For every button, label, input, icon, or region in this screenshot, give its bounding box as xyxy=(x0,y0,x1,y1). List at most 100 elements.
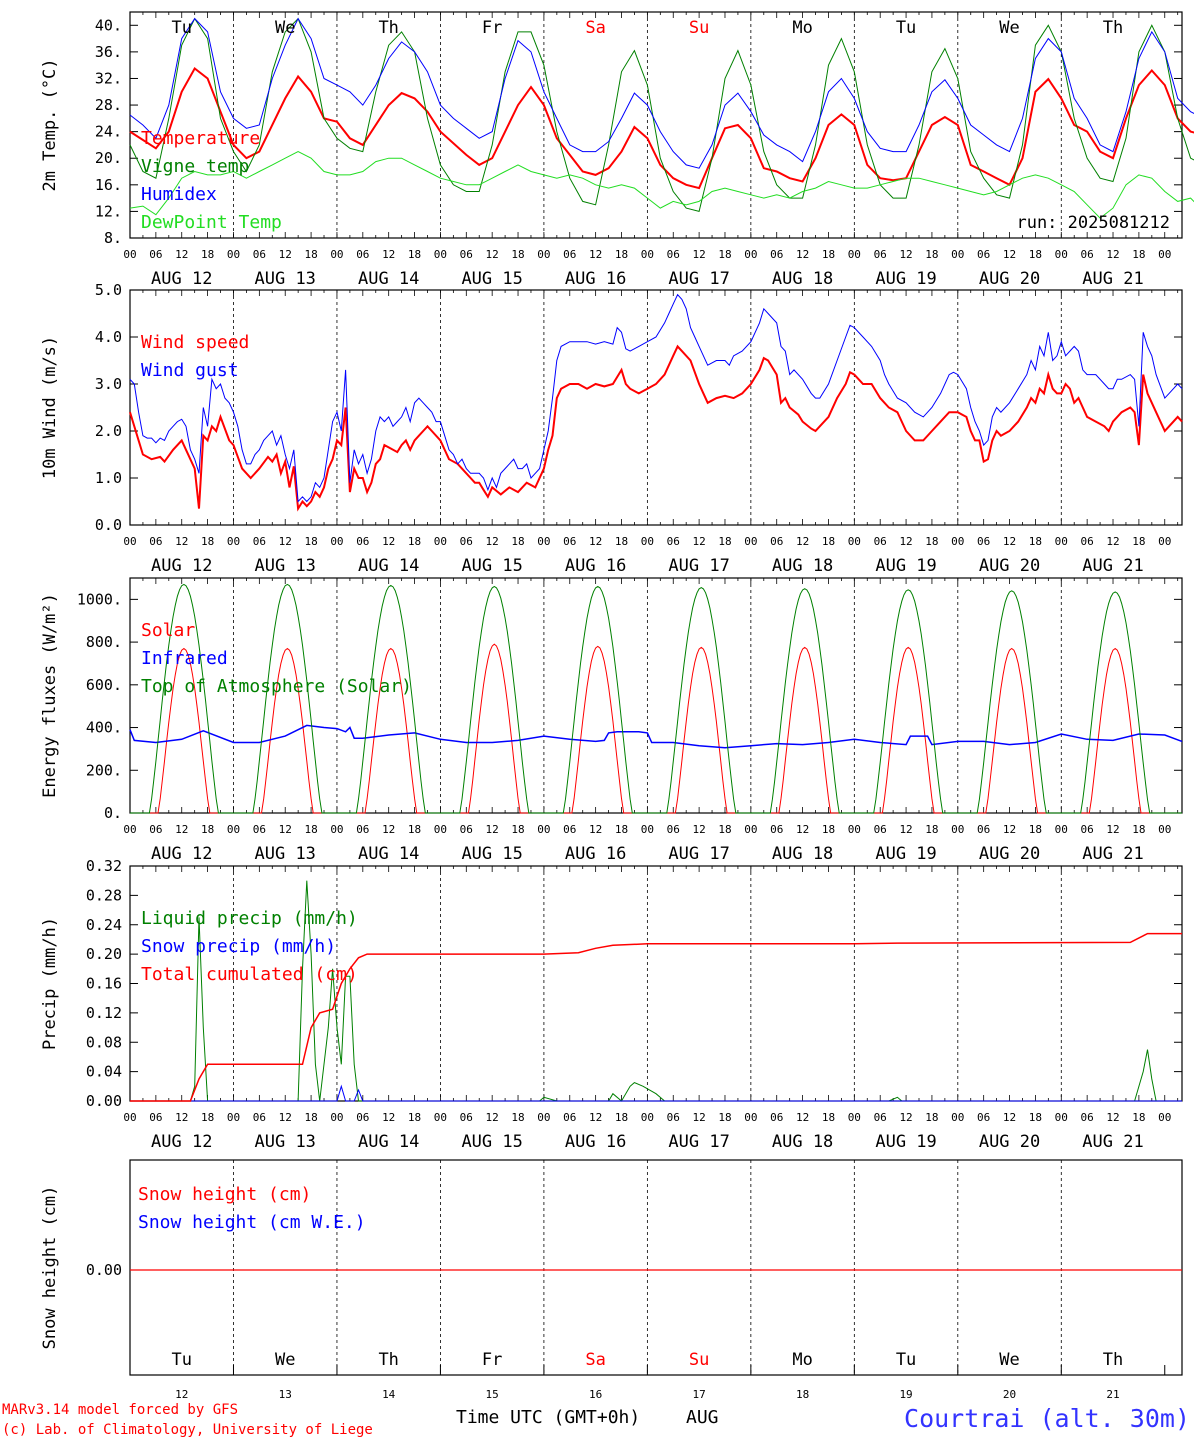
hour-tick-label: 18 xyxy=(511,248,524,261)
y-tick-label: 5.0 xyxy=(95,281,122,299)
hour-tick-label: 06 xyxy=(460,248,473,261)
date-label: AUG 15 xyxy=(461,1132,522,1152)
hour-tick-label: 12 xyxy=(899,535,912,548)
hour-tick-label: 00 xyxy=(641,1111,654,1124)
y-tick-label: 36. xyxy=(95,43,122,61)
legend-entry: Vigne temp xyxy=(141,156,249,177)
hour-tick-label: 18 xyxy=(718,1111,731,1124)
y-tick-label: 24. xyxy=(95,123,122,141)
hour-tick-label: 18 xyxy=(822,823,835,836)
hour-tick-label: 12 xyxy=(796,248,809,261)
day-abbrev-label: Sa xyxy=(585,1350,605,1370)
series-line-blue xyxy=(129,724,1183,749)
hour-tick-label: 06 xyxy=(977,823,990,836)
hour-tick-label: 18 xyxy=(408,248,421,261)
hour-tick-label: 12 xyxy=(589,823,602,836)
y-tick-label: 3.0 xyxy=(95,375,122,393)
hour-tick-label: 06 xyxy=(977,535,990,548)
hour-tick-label: 06 xyxy=(667,823,680,836)
date-label: AUG 14 xyxy=(358,844,419,864)
hour-tick-label: 18 xyxy=(718,535,731,548)
hour-tick-label: 18 xyxy=(615,1111,628,1124)
y-tick-label: 0.28 xyxy=(86,886,122,904)
hour-tick-label: 06 xyxy=(460,823,473,836)
date-label: AUG 17 xyxy=(668,844,729,864)
date-label: AUG 18 xyxy=(772,556,833,576)
hour-tick-label: 06 xyxy=(563,535,576,548)
y-axis-label: Energy fluxes (W/m²) xyxy=(40,593,60,798)
legend-entry: Infrared xyxy=(141,648,228,669)
hour-tick-label: 12 xyxy=(1106,248,1119,261)
hour-tick-label: 00 xyxy=(227,535,240,548)
day-abbrev-label: Th xyxy=(1103,18,1123,38)
hour-tick-label: 12 xyxy=(279,535,292,548)
month-label: AUG xyxy=(686,1407,719,1428)
date-label: AUG 13 xyxy=(255,1132,316,1152)
date-label: AUG 17 xyxy=(668,556,729,576)
hour-tick-label: 06 xyxy=(874,535,887,548)
day-abbrev-label: We xyxy=(275,1350,295,1370)
hour-tick-label: 18 xyxy=(1132,1111,1145,1124)
hour-tick-label: 18 xyxy=(1132,535,1145,548)
date-label: AUG 14 xyxy=(358,1132,419,1152)
day-abbrev-label: Tu xyxy=(171,18,191,38)
day-abbrev-label: Th xyxy=(378,1350,398,1370)
hour-tick-label: 12 xyxy=(1003,535,1016,548)
y-tick-label: 12. xyxy=(95,202,122,220)
hour-tick-label: 06 xyxy=(149,1111,162,1124)
hour-tick-label: 12 xyxy=(382,535,395,548)
hour-tick-label: 12 xyxy=(382,248,395,261)
hour-tick-label: 00 xyxy=(1158,823,1171,836)
date-label: AUG 12 xyxy=(151,844,212,864)
hour-tick-label: 00 xyxy=(330,535,343,548)
y-tick-label: 1.0 xyxy=(95,469,122,487)
hour-tick-label: 00 xyxy=(744,535,757,548)
hour-tick-label: 18 xyxy=(1029,1111,1042,1124)
date-label: AUG 16 xyxy=(565,1132,626,1152)
hour-tick-label: 00 xyxy=(434,1111,447,1124)
day-abbrev-label: Tu xyxy=(171,1350,191,1370)
legend-entry: Humidex xyxy=(141,184,217,205)
hour-tick-label: 06 xyxy=(874,823,887,836)
day-abbrev-label: We xyxy=(275,18,295,38)
legend-entry: DewPoint Temp xyxy=(141,212,282,233)
hour-tick-label: 06 xyxy=(253,823,266,836)
legend-entry: Wind speed xyxy=(141,332,249,353)
hour-tick-label: 18 xyxy=(511,823,524,836)
hour-tick-label: 06 xyxy=(874,248,887,261)
y-tick-label: 1000. xyxy=(77,590,122,608)
hour-tick-label: 12 xyxy=(1003,823,1016,836)
hour-tick-label: 12 xyxy=(899,248,912,261)
hour-tick-label: 06 xyxy=(356,535,369,548)
lab-credit: (c) Lab. of Climatology, University of L… xyxy=(2,1422,373,1438)
hour-tick-label: 18 xyxy=(1029,535,1042,548)
hour-tick-label: 00 xyxy=(434,823,447,836)
y-tick-label: 4.0 xyxy=(95,328,122,346)
date-label: AUG 20 xyxy=(979,844,1040,864)
date-label: AUG 20 xyxy=(979,1132,1040,1152)
hour-tick-label: 00 xyxy=(1158,535,1171,548)
day-abbrev-label: Su xyxy=(689,1350,709,1370)
hour-tick-label: 06 xyxy=(149,823,162,836)
hour-tick-label: 12 xyxy=(1106,823,1119,836)
date-label: AUG 15 xyxy=(461,844,522,864)
hour-tick-label: 12 xyxy=(382,823,395,836)
hour-tick-label: 18 xyxy=(615,823,628,836)
day-abbrev-label: Su xyxy=(689,18,709,38)
hour-tick-label: 12 xyxy=(899,823,912,836)
hour-tick-label: 18 xyxy=(201,248,214,261)
y-tick-label: 200. xyxy=(86,761,122,779)
day-number-label: 21 xyxy=(1106,1388,1119,1401)
y-tick-label: 0.20 xyxy=(86,945,122,963)
y-axis-label: 10m Wind (m/s) xyxy=(40,336,60,479)
y-tick-label: 16. xyxy=(95,176,122,194)
hour-tick-label: 18 xyxy=(304,248,317,261)
date-label: AUG 13 xyxy=(255,844,316,864)
day-number-label: 12 xyxy=(175,1388,188,1401)
hour-tick-label: 12 xyxy=(692,535,705,548)
y-tick-label: 0.12 xyxy=(86,1004,122,1022)
y-tick-label: 20. xyxy=(95,149,122,167)
hour-tick-label: 06 xyxy=(149,248,162,261)
hour-tick-label: 00 xyxy=(123,535,136,548)
hour-tick-label: 00 xyxy=(123,248,136,261)
